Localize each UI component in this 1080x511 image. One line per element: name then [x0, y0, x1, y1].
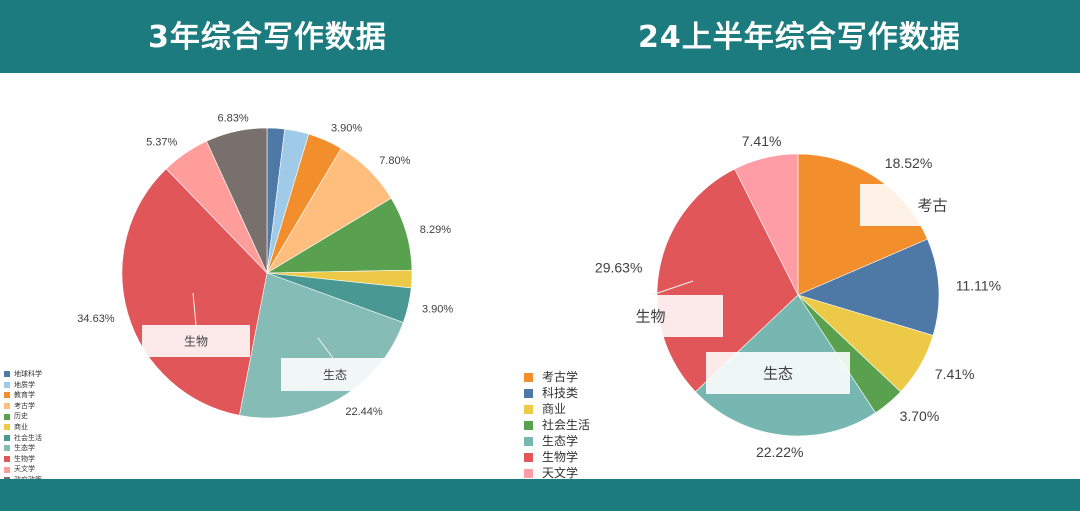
legend-swatch	[4, 445, 10, 452]
legend-item: 生物学	[524, 449, 590, 465]
legend-label: 生物学	[14, 454, 35, 463]
legend-label: 考古学	[14, 401, 35, 410]
slice-value-label: 7.41%	[935, 366, 975, 382]
annotation-box	[860, 184, 1005, 226]
slice-value-label: 7.41%	[742, 133, 782, 149]
header-band	[0, 0, 1080, 73]
legend-swatch	[524, 388, 533, 398]
slice-value-label: 8.29%	[420, 224, 451, 236]
legend-swatch	[524, 404, 533, 414]
legend-item: 生态学	[4, 443, 42, 454]
legend-swatch	[4, 381, 10, 388]
slice-value-label: 3.90%	[331, 122, 362, 134]
legend-label: 历史	[14, 412, 28, 421]
legend-item: 科技类	[524, 385, 590, 401]
legend-swatch	[524, 452, 533, 462]
footer-band	[0, 479, 1080, 511]
legend-label: 考古学	[542, 370, 579, 384]
annotation-label: 考古	[917, 196, 947, 214]
legend-swatch	[4, 403, 10, 410]
legend-label: 地球科学	[14, 370, 42, 378]
annotation-box	[281, 358, 389, 391]
legend-label: 社会生活	[542, 418, 591, 432]
slice-value-label: 22.44%	[345, 406, 383, 418]
pie-slice	[206, 127, 268, 274]
legend-label: 天文学	[14, 465, 35, 474]
legend-label: 生态学	[14, 444, 35, 453]
legend-swatch	[4, 371, 10, 378]
annotation-box	[706, 352, 850, 394]
left-chart-title: 3年综合写作数据	[148, 20, 387, 55]
legend-3-years: 地球科学地质学教育学考古学历史商业社会生活生态学生物学天文学政府政策	[4, 369, 42, 486]
legend-label: 地质学	[14, 380, 35, 389]
legend-label: 商业	[14, 422, 28, 431]
annotation-label: 生态	[763, 364, 793, 382]
slice-value-label: 6.83%	[217, 113, 248, 125]
slice-value-label: 5.37%	[146, 137, 177, 149]
pie-chart-3-years: 3.90% 7.80% 8.29% 3.90% 22.44% 34.63% 5.37% 6.8…	[77, 113, 453, 419]
slice-value-label: 22.22%	[756, 444, 803, 460]
slice-value-label: 3.90%	[422, 304, 453, 316]
annotation-label: 生态	[323, 368, 347, 382]
legend-item: 地球科学	[4, 369, 42, 380]
legend-swatch	[524, 420, 533, 430]
slice-value-label: 11.11%	[956, 278, 1001, 294]
annotation-leader-line	[651, 280, 694, 296]
legend-item: 天文学	[524, 465, 590, 481]
pie-slice	[797, 238, 940, 336]
legend-swatch	[4, 413, 10, 420]
legend-24-first-half: 考古学科技类商业社会生活生态学生物学天文学	[524, 369, 590, 481]
annotation-leader-line	[317, 337, 334, 359]
legend-swatch	[4, 434, 10, 441]
annotation-label: 生物	[635, 307, 665, 325]
legend-label: 商业	[542, 402, 567, 416]
annotation-box	[142, 325, 250, 357]
legend-label: 教育学	[14, 391, 35, 400]
legend-swatch	[4, 466, 10, 473]
legend-item: 天文学	[4, 464, 42, 475]
legend-item: 生物学	[4, 454, 42, 465]
slice-value-label: 18.52%	[885, 155, 932, 171]
legend-swatch	[4, 392, 10, 399]
annotation-leader-line	[192, 292, 197, 326]
legend-swatch	[4, 456, 10, 463]
legend-item: 商业	[4, 422, 42, 433]
legend-item: 考古学	[4, 401, 42, 412]
legend-label: 生物学	[542, 450, 579, 464]
slice-value-label: 29.63%	[595, 260, 642, 276]
pie-slice	[734, 153, 799, 296]
legend-item: 社会生活	[4, 433, 42, 444]
legend-swatch	[4, 424, 10, 431]
legend-item: 教育学	[4, 390, 42, 401]
legend-item: 社会生活	[524, 417, 590, 433]
legend-label: 生态学	[542, 434, 579, 448]
legend-item: 生态学	[524, 433, 590, 449]
annotation-label: 生物	[184, 334, 208, 348]
legend-label: 天文学	[542, 466, 579, 480]
legend-item: 历史	[4, 411, 42, 422]
legend-label: 社会生活	[14, 433, 42, 442]
right-chart-title: 24上半年综合写作数据	[638, 20, 961, 55]
slice-value-label: 3.70%	[900, 408, 940, 424]
legend-swatch	[524, 372, 533, 382]
legend-label: 科技类	[542, 386, 579, 400]
legend-item: 地质学	[4, 380, 42, 391]
legend-item: 考古学	[524, 369, 590, 385]
annotation-box	[578, 295, 723, 337]
slice-value-label: 34.63%	[77, 313, 115, 325]
legend-item: 商业	[524, 401, 590, 417]
slice-value-label: 7.80%	[379, 155, 410, 167]
legend-swatch	[524, 468, 533, 478]
pie-chart-24-first-half: 18.52% 11.11% 7.41% 3.70% 22.22% 29.63% 7.41% 考…	[578, 133, 1005, 460]
legend-swatch	[524, 436, 533, 446]
